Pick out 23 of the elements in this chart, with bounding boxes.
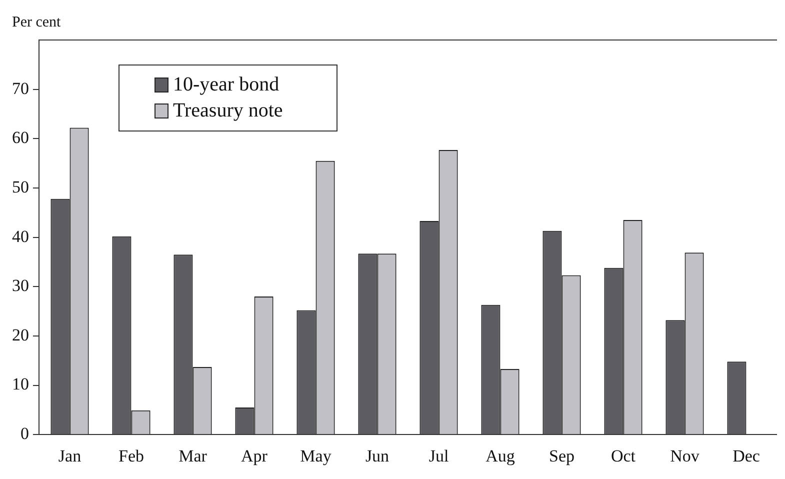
y-tick-label: 20 (12, 325, 29, 344)
x-tick-label: Oct (610, 446, 636, 466)
y-tick-label: 70 (12, 78, 29, 98)
y-tick-label: 50 (12, 177, 29, 196)
x-tick-label: Mar (178, 446, 208, 466)
x-tick-label: May (300, 446, 332, 466)
y-tick-label: 40 (12, 226, 29, 246)
x-tick-label: Sep (549, 446, 574, 466)
legend-label: Treasury note (173, 99, 283, 122)
y-tick-label: 30 (12, 276, 29, 296)
x-tick-label: Apr (241, 446, 268, 466)
legend-label: 10-year bond (173, 73, 280, 96)
x-tick-label: Jul (428, 446, 449, 466)
x-tick-label: Dec (732, 446, 760, 466)
x-tick-label: Feb (118, 446, 144, 466)
y-tick-label: 0 (20, 424, 29, 444)
x-tick-label: Jan (58, 446, 82, 466)
y-tick-label: 10 (12, 374, 29, 394)
x-tick-label: Aug (486, 446, 516, 466)
x-tick-label: Nov (670, 446, 700, 466)
x-tick-label: Jun (365, 446, 390, 466)
y-axis-title: Per cent (12, 14, 62, 30)
y-tick-label: 60 (12, 128, 29, 148)
